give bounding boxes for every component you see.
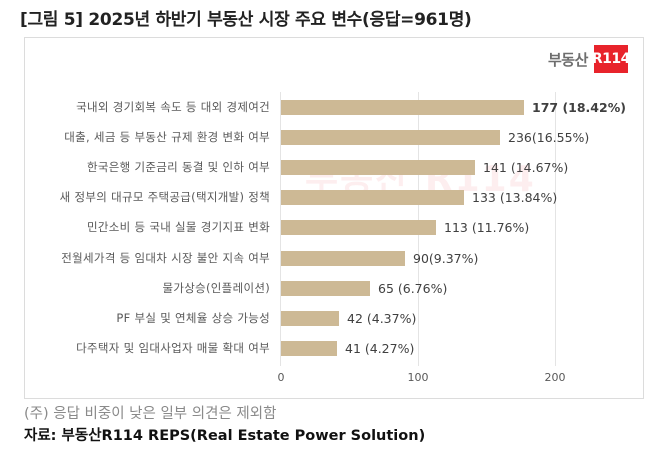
- figure-title: [그림 5] 2025년 하반기 부동산 시장 주요 변수(응답=961명): [20, 10, 472, 30]
- category-label: 국내외 경기회복 속도 등 대외 경제여건: [76, 100, 270, 114]
- category-label: 한국은행 기준금리 동결 및 인하 여부: [87, 160, 270, 174]
- bar: [281, 281, 370, 296]
- data-label: 113 (11.76%): [444, 220, 530, 235]
- x-tick-label: 100: [407, 371, 429, 384]
- data-label: 141 (14.67%): [483, 160, 569, 175]
- x-tick-label: 0: [277, 371, 285, 384]
- x-tick-label: 200: [544, 371, 566, 384]
- gridline-200: [555, 92, 556, 366]
- data-label: 236(16.55%): [508, 130, 590, 145]
- category-label: 물가상승(인플레이션): [162, 281, 270, 295]
- bar: [281, 311, 339, 326]
- data-label: 41 (4.27%): [345, 341, 415, 356]
- data-label: 65 (6.76%): [378, 281, 448, 296]
- data-label: 133 (13.84%): [472, 190, 558, 205]
- category-label: 다주택자 및 임대사업자 매물 확대 여부: [76, 341, 270, 355]
- data-label: 42 (4.37%): [347, 311, 417, 326]
- bar: [281, 341, 337, 356]
- category-label: 새 정부의 대규모 주택공급(택지개발) 정책: [59, 190, 270, 204]
- category-label: 전월세가격 등 임대차 시장 불안 지속 여부: [61, 251, 270, 265]
- axis-line-zero: [280, 92, 281, 366]
- source-citation: 자료: 부동산R114 REPS(Real Estate Power Solut…: [24, 428, 426, 444]
- bar: [281, 220, 436, 235]
- footnote: (주) 응답 비중이 낮은 일부 의견은 제외함: [24, 406, 277, 422]
- category-label: 대출, 세금 등 부동산 규제 환경 변화 여부: [64, 130, 270, 144]
- bar: [281, 251, 405, 266]
- bar: [281, 100, 524, 115]
- logo-badge: R114: [592, 45, 630, 73]
- category-label: PF 부실 및 연체율 상승 가능성: [116, 311, 270, 325]
- data-label: 90(9.37%): [413, 251, 479, 266]
- bar: [281, 160, 475, 175]
- bar: [281, 190, 464, 205]
- r114-logo: 부동산 R114: [548, 45, 630, 73]
- bar: [281, 130, 500, 145]
- chart-container: [24, 37, 644, 399]
- logo-text: 부동산: [548, 50, 588, 69]
- data-label: 177 (18.42%): [532, 100, 626, 115]
- category-label: 민간소비 등 국내 실물 경기지표 변화: [87, 220, 270, 234]
